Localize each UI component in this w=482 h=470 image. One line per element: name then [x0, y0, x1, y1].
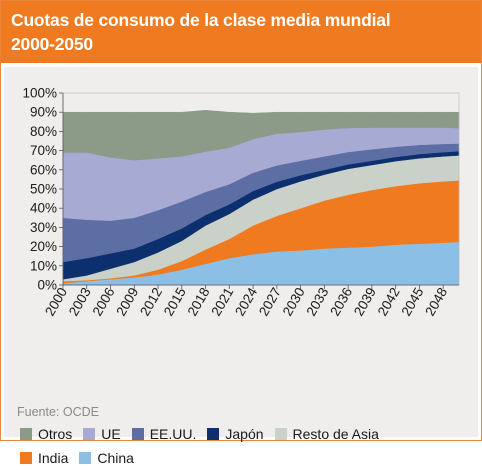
y-tick-label: 20%	[30, 239, 57, 254]
legend-label: India	[38, 450, 69, 466]
legend-label: Japón	[225, 426, 264, 442]
legend-item: UE	[83, 426, 121, 442]
x-tick-label: 2021	[208, 285, 236, 319]
y-tick-label: 60%	[30, 162, 57, 177]
header-bar: Cuotas de consumo de la clase media mund…	[1, 1, 481, 63]
title-line-2: 2000-2050	[11, 34, 93, 54]
x-tick-label: 2048	[422, 285, 450, 319]
title-line-1: Cuotas de consumo de la clase media mund…	[11, 10, 391, 30]
legend-swatch	[20, 452, 32, 464]
legend-swatch	[207, 428, 220, 440]
x-tick-label: 2012	[137, 285, 165, 319]
x-tick-label: 2033	[303, 285, 331, 319]
x-tick-label: 2039	[351, 285, 379, 319]
y-tick-label: 70%	[30, 143, 57, 158]
chart-title: Cuotas de consumo de la clase media mund…	[11, 8, 471, 56]
legend-swatch	[83, 428, 96, 440]
x-tick-label: 2030	[280, 285, 308, 319]
legend-item: Resto de Asia	[274, 426, 379, 442]
y-tick-label: 90%	[30, 105, 57, 120]
legend-row: Otros UE EE.UU. Japón Resto de Asia	[20, 422, 460, 446]
x-tick-label: 2003	[66, 285, 94, 319]
x-tick-label: 2018	[185, 285, 213, 319]
legend-swatch	[20, 428, 32, 440]
x-tick-label: 2027	[256, 285, 284, 319]
legend-label: EE.UU.	[149, 426, 197, 442]
legend-swatch	[79, 452, 92, 464]
legend-item: Otros	[20, 426, 72, 442]
legend-label: Resto de Asia	[292, 426, 379, 442]
y-tick-label: 0%	[37, 278, 57, 293]
y-tick-label: 10%	[30, 258, 57, 273]
legend-row: India China	[20, 446, 460, 470]
y-tick-label: 100%	[22, 86, 57, 101]
legend-item: Japón	[207, 426, 264, 442]
legend-item: China	[79, 450, 134, 466]
legend: Otros UE EE.UU. Japón Resto de Asia India Chin…	[20, 422, 460, 470]
y-tick-label: 40%	[30, 201, 57, 216]
legend-item: EE.UU.	[131, 426, 197, 442]
y-tick-label: 30%	[30, 220, 57, 235]
legend-item: India	[20, 450, 68, 466]
legend-label: UE	[101, 426, 121, 442]
x-tick-label: 2015	[161, 285, 189, 319]
stacked-area-chart: 0%10%20%30%40%50%60%70%80%90%100%2000200…	[22, 86, 460, 319]
x-tick-label: 2006	[90, 285, 118, 319]
x-tick-label: 2045	[398, 285, 426, 319]
y-tick-label: 80%	[30, 124, 57, 139]
x-tick-label: 2042	[375, 285, 403, 319]
legend-label: Otros	[38, 426, 73, 442]
legend-swatch	[274, 428, 287, 440]
legend-swatch	[131, 428, 144, 440]
x-tick-label: 2009	[113, 285, 141, 319]
legend-label: China	[97, 450, 134, 466]
y-tick-label: 50%	[30, 182, 57, 197]
x-tick-label: 2024	[232, 285, 260, 319]
x-tick-label: 2036	[327, 285, 355, 319]
source-note: Fuente: OCDE	[17, 405, 99, 419]
chart-panel: 0% 10% 20% 30% 40% 50% 60% 70% 80% 90% 100% 2000 200…	[4, 67, 478, 466]
